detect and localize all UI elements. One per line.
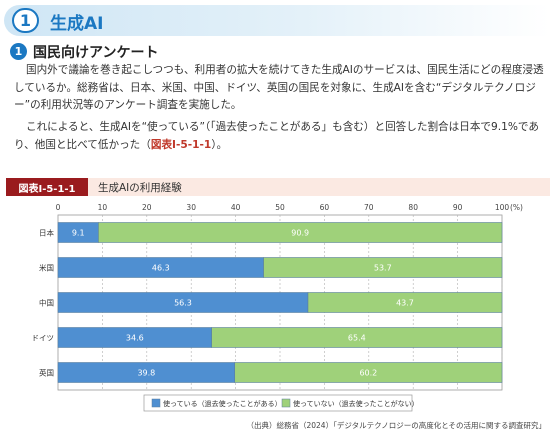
- x-unit-label: (%): [510, 203, 523, 212]
- source-note: （出典）総務省（2024）「デジタルテクノロジーの高度化とその活用に関する調査研…: [246, 421, 546, 430]
- data-label-not-used: 53.7: [374, 264, 392, 273]
- x-tick-label: 80: [408, 203, 418, 212]
- figure-title: 生成AIの利用経験: [98, 182, 182, 194]
- paragraph-result-text: これによると、生成AIを“使っている”（「過去使ったことがある」も含む）と回答し…: [14, 121, 539, 151]
- bar-not-used: [98, 222, 503, 243]
- bar-not-used: [263, 257, 503, 278]
- section-title: 生成AI: [50, 14, 104, 34]
- paragraph-intro: 国内外で議論を巻き起こしつつも、利用者の拡大を続けてきた生成AIのサービスは、国…: [14, 64, 544, 111]
- x-tick-label: 60: [320, 203, 330, 212]
- x-tick-label: 30: [186, 203, 196, 212]
- x-tick-label: 100: [495, 203, 510, 212]
- legend-used-swatch: [151, 398, 161, 408]
- legend-box: [143, 394, 413, 412]
- x-tick-label: 90: [453, 203, 463, 212]
- data-label-used: 56.3: [174, 299, 192, 308]
- subsection-title: 国民向けアンケート: [33, 45, 159, 61]
- x-tick-label: 40: [231, 203, 241, 212]
- usage-chart: 0 10 20 30 40 50 60 70 80 90 100 (%) 日本 9.1 90.9 米国 46.3…: [32, 203, 523, 412]
- legend-not-used-label: 使っていない（過去使ったことがない）: [293, 399, 419, 408]
- figure-label: 図表Ⅰ-5-1-1: [6, 178, 88, 196]
- legend-used-label: 使っている（過去使ったことがある）: [163, 399, 282, 408]
- section-number: 1: [12, 8, 39, 33]
- category-label: 中国: [39, 298, 54, 308]
- data-label-not-used: 90.9: [291, 229, 309, 238]
- figure-caption-bar: 図表Ⅰ-5-1-1 生成AIの利用経験: [6, 178, 550, 196]
- paragraph-result: これによると、生成AIを“使っている”（「過去使ったことがある」も含む）と回答し…: [14, 119, 546, 154]
- data-label-not-used: 60.2: [359, 369, 377, 378]
- subsection-number: 1: [10, 43, 27, 60]
- bar-not-used: [307, 292, 503, 313]
- x-tick-label: 20: [142, 203, 152, 212]
- section-header: 1 生成AI: [4, 5, 550, 36]
- legend-not-used-swatch: [281, 398, 291, 408]
- bar-not-used: [211, 327, 503, 348]
- x-tick-label: 70: [364, 203, 374, 212]
- data-label-used: 9.1: [72, 229, 85, 238]
- data-label-used: 46.3: [152, 264, 170, 273]
- bar-not-used: [234, 362, 503, 383]
- data-label-used: 39.8: [137, 369, 155, 378]
- data-label-not-used: 43.7: [396, 299, 414, 308]
- x-tick-label: 50: [275, 203, 285, 212]
- figure-reference-link[interactable]: 図表Ⅰ-5-1-1: [150, 138, 212, 151]
- data-label-used: 34.6: [126, 334, 144, 343]
- category-label: 米国: [39, 263, 54, 273]
- category-label: ドイツ: [32, 334, 55, 343]
- paragraph-result-end: ）。: [211, 138, 228, 151]
- data-label-not-used: 65.4: [348, 334, 366, 343]
- category-label: 英国: [39, 368, 54, 378]
- category-label: 日本: [39, 228, 54, 238]
- x-tick-label: 0: [56, 203, 61, 212]
- x-tick-label: 10: [98, 203, 108, 212]
